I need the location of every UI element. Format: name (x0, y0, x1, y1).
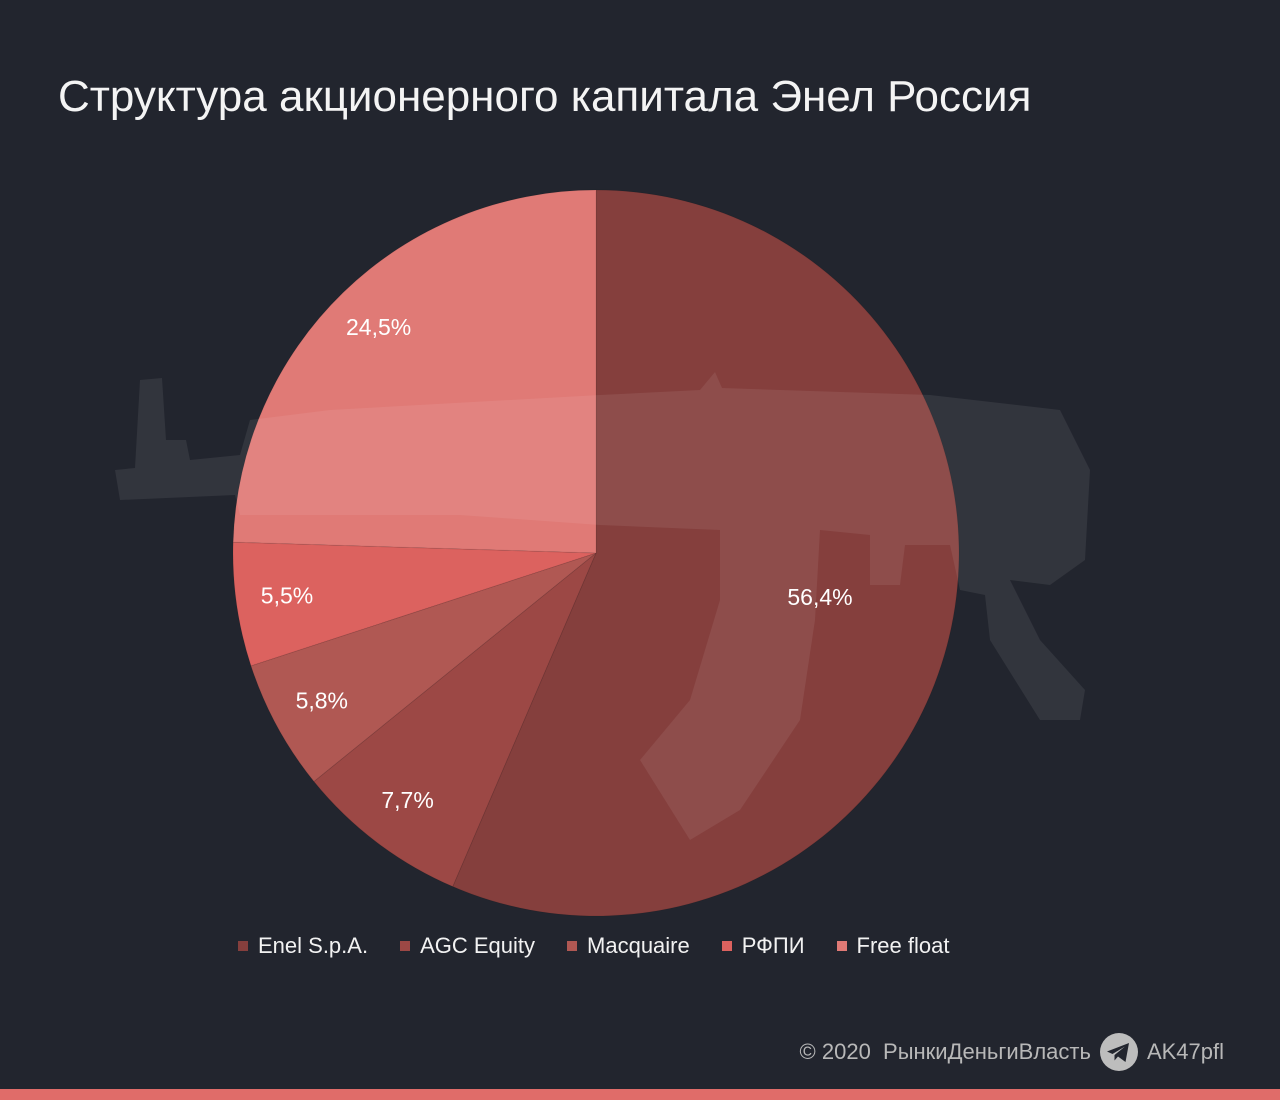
pie-slice-4 (232, 541, 597, 667)
copyright-text: © 2020 РынкиДеньгиВласть (799, 1039, 1091, 1064)
pie-slice-2 (313, 552, 597, 888)
legend-swatch (238, 941, 248, 951)
pie-slice-1 (452, 189, 960, 917)
legend-item: Enel S.p.A. (238, 933, 368, 959)
telegram-icon (1099, 1032, 1139, 1072)
chart-title: Структура акционерного капитала Энел Рос… (58, 72, 1032, 121)
data-label-3: 5,8% (296, 687, 348, 713)
data-label-2: 7,7% (381, 787, 433, 813)
telegram-handle[interactable]: AK47pfl (1146, 1039, 1224, 1064)
bottom-accent-strip (0, 1089, 1280, 1100)
pie-slices (232, 189, 960, 917)
data-label-4: 5,5% (261, 583, 313, 609)
chart-legend: Enel S.p.A. AGC Equity Macquaire РФПИ Fr… (238, 933, 949, 959)
legend-swatch (836, 941, 847, 951)
pie-data-labels: 56,4% 7,7% 5,8% 5,5% 24,5% (261, 314, 853, 813)
legend-swatch (567, 941, 578, 951)
data-label-1: 56,4% (787, 584, 852, 610)
legend-label: Enel S.p.A. (258, 933, 369, 958)
pie-slice-5 (232, 189, 597, 554)
legend-label: РФПИ (741, 933, 805, 958)
legend-item: Macquaire (567, 933, 690, 959)
legend-label: AGC Equity (420, 933, 536, 958)
legend-item: РФПИ (721, 933, 805, 959)
legend-swatch (400, 941, 411, 951)
legend-item: Free float (836, 933, 950, 959)
legend-label: Macquaire (587, 933, 690, 958)
footer-credits: © 2020 РынкиДеньгиВласть AK47pfl (800, 1032, 1224, 1072)
rifle-watermark (115, 372, 1090, 840)
legend-label: Free float (856, 933, 950, 958)
legend-item: AGC Equity (400, 933, 535, 959)
pie-slice-3 (250, 552, 597, 783)
legend-swatch (721, 941, 732, 951)
data-label-5: 24,5% (346, 314, 411, 340)
